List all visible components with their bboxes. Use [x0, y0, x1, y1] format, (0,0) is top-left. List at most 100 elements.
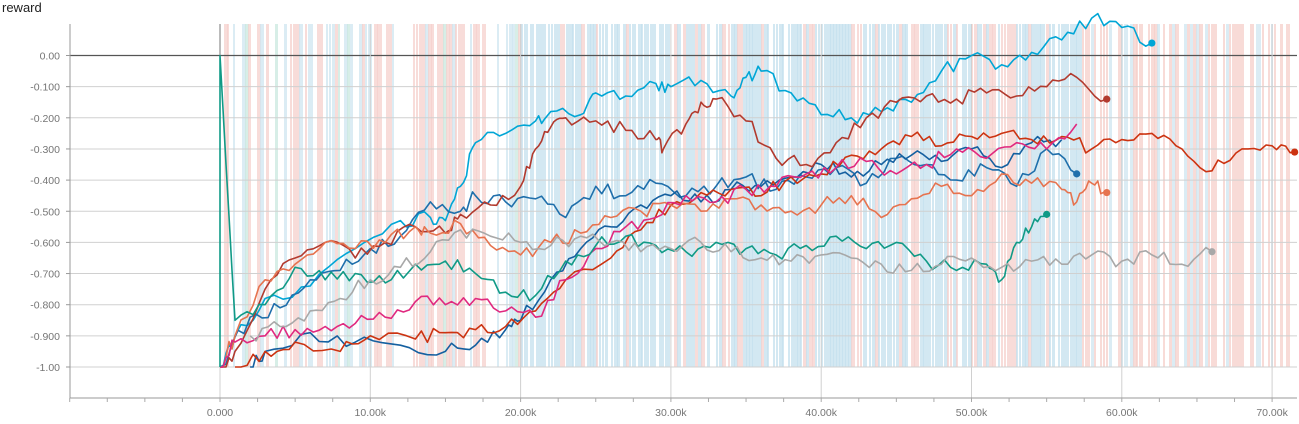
background-band — [1205, 24, 1208, 367]
background-band — [296, 24, 300, 367]
series-line — [219, 148, 1078, 368]
background-band — [224, 24, 228, 367]
x-tick-label: 70.00k — [1256, 407, 1288, 419]
background-band — [1040, 24, 1043, 367]
x-tick-label: 20.00k — [505, 407, 537, 419]
background-band — [440, 24, 444, 367]
background-band — [791, 24, 794, 367]
background-band — [530, 24, 534, 367]
background-band — [1061, 24, 1064, 367]
background-band — [1250, 24, 1254, 367]
background-band — [1214, 24, 1217, 367]
background-band — [1184, 24, 1187, 367]
x-tick-label: 0.000 — [207, 407, 233, 419]
background-band — [416, 24, 418, 367]
background-band — [308, 24, 311, 367]
background-band — [1175, 24, 1179, 367]
background-band — [1118, 24, 1122, 367]
background-band — [776, 24, 778, 367]
background-band — [629, 24, 631, 367]
background-band — [644, 24, 647, 367]
background-band — [686, 24, 689, 367]
background-band — [1037, 24, 1041, 367]
background-band — [233, 24, 235, 367]
background-band — [1007, 24, 1010, 367]
background-band — [701, 24, 705, 367]
background-band — [794, 24, 798, 367]
background-band — [941, 24, 943, 367]
background-band — [461, 24, 465, 367]
background-band — [449, 24, 453, 367]
background-band — [890, 24, 892, 367]
background-band — [548, 24, 550, 367]
background-band — [716, 24, 718, 367]
background-band — [767, 24, 769, 367]
background-band — [1076, 24, 1079, 367]
background-band — [419, 24, 422, 367]
background-band — [614, 24, 618, 367]
series-end-marker — [1043, 210, 1051, 218]
background-band — [818, 24, 820, 367]
background-band — [800, 24, 802, 367]
background-band — [812, 24, 815, 367]
background-band — [707, 24, 710, 367]
background-band — [362, 24, 365, 367]
background-band — [380, 24, 382, 367]
background-band — [1274, 24, 1276, 367]
background-band — [482, 24, 486, 367]
background-band — [980, 24, 982, 367]
background-band — [260, 24, 264, 367]
background-band — [593, 24, 597, 367]
background-band — [428, 24, 432, 367]
background-band — [632, 24, 636, 367]
background-band — [458, 24, 461, 367]
background-band — [365, 24, 367, 367]
background-band — [1136, 24, 1138, 367]
background-band — [566, 24, 569, 367]
background-band — [956, 24, 958, 367]
background-band — [731, 24, 735, 367]
background-band — [827, 24, 831, 367]
background-band — [551, 24, 553, 367]
y-tick-label: -0.700 — [30, 269, 60, 281]
background-band — [1013, 24, 1017, 367]
background-band — [329, 24, 331, 367]
background-band — [284, 24, 287, 367]
background-band — [809, 24, 813, 367]
background-band — [422, 24, 426, 367]
background-band — [1022, 24, 1026, 367]
background-band — [386, 24, 389, 367]
background-band — [359, 24, 363, 367]
background-band — [1229, 24, 1231, 367]
background-band — [857, 24, 859, 367]
background-band — [917, 24, 919, 367]
background-band — [1046, 24, 1050, 367]
series-group — [219, 12, 1299, 368]
y-tick-label: -0.800 — [30, 300, 60, 312]
background-band — [1199, 24, 1203, 367]
background-band — [650, 24, 653, 367]
y-tick-label: -0.200 — [30, 113, 60, 125]
background-band — [1286, 24, 1290, 367]
background-band — [878, 24, 880, 367]
background-band — [1193, 24, 1197, 367]
background-band — [665, 24, 668, 367]
background-band — [509, 24, 513, 367]
background-band — [983, 24, 987, 367]
background-band — [275, 24, 278, 367]
background-band — [320, 24, 323, 367]
y-tick-label: -1.00 — [36, 362, 60, 374]
background-band — [821, 24, 823, 367]
background-band — [992, 24, 996, 367]
background-band — [737, 24, 740, 367]
background-band — [569, 24, 573, 367]
background-band — [1019, 24, 1021, 367]
background-band — [536, 24, 539, 367]
background-band — [1169, 24, 1172, 367]
background-band — [989, 24, 993, 367]
background-band — [1031, 24, 1034, 367]
y-tick-label: -0.300 — [30, 144, 60, 156]
x-tick-label: 30.00k — [655, 407, 687, 419]
y-tick-label: -0.400 — [30, 175, 60, 187]
